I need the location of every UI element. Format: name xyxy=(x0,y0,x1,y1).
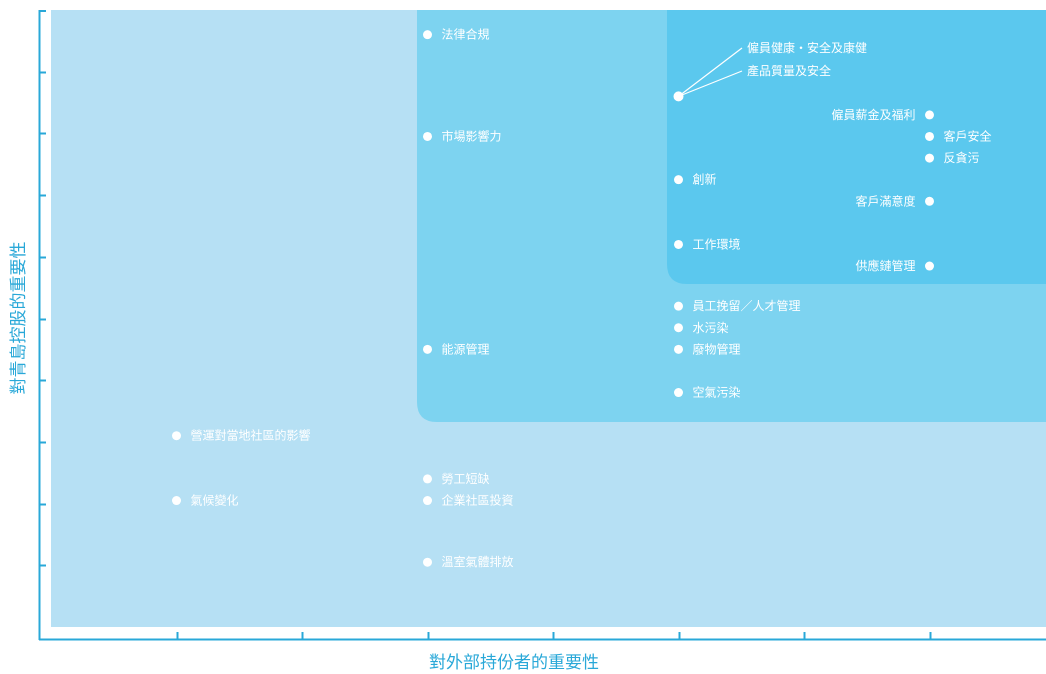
data-point-marker xyxy=(925,110,934,120)
data-point-marker xyxy=(423,131,432,141)
data-point-label: 僱員薪金及福利 xyxy=(831,107,915,122)
data-point-marker xyxy=(925,261,934,271)
y-axis-title: 對青島控股的重要性 xyxy=(9,242,29,395)
data-point-label: 供應鏈管理 xyxy=(855,258,915,273)
data-point-marker xyxy=(423,344,432,354)
data-point-label: 工作環境 xyxy=(693,236,741,251)
leader-line xyxy=(678,70,743,97)
data-point-label: 勞工短缺 xyxy=(442,471,490,486)
data-point-marker xyxy=(423,474,432,484)
data-point-marker xyxy=(674,344,683,354)
data-point-marker xyxy=(674,301,683,311)
data-point-marker xyxy=(673,91,684,102)
x-axis-title: 對外部持份者的重要性 xyxy=(429,653,599,673)
data-point-label: 氣候變化 xyxy=(191,493,239,508)
data-point-marker xyxy=(423,496,432,506)
data-point-marker xyxy=(172,496,181,506)
data-point-label: 法律合規 xyxy=(442,27,490,42)
data-point-marker xyxy=(674,323,683,333)
data-point-marker xyxy=(674,175,683,185)
data-point-label: 僱員健康・安全及康健 xyxy=(747,40,867,55)
data-point-marker xyxy=(925,153,934,163)
data-point-label: 企業社區投資 xyxy=(442,493,514,508)
data-point-label: 營運對當地社區的影響 xyxy=(191,428,311,443)
data-point-marker xyxy=(423,557,432,567)
zone-high-importance xyxy=(667,10,1046,284)
data-point-label: 員工挽留／人才管理 xyxy=(693,298,801,313)
data-point-marker xyxy=(674,239,683,249)
data-point-label: 市場影響力 xyxy=(442,128,502,143)
data-point-marker xyxy=(925,196,934,206)
data-point-label: 廢物管理 xyxy=(693,341,741,356)
data-point-label: 空氣污染 xyxy=(693,385,741,400)
data-point-label: 溫室氣體排放 xyxy=(442,554,514,569)
data-point-label: 水污染 xyxy=(693,320,729,335)
data-point-label: 創新 xyxy=(693,172,717,187)
data-point-label: 客戶滿意度 xyxy=(855,193,915,208)
data-point-label: 客戶安全 xyxy=(944,128,992,143)
data-point-label: 反貪污 xyxy=(944,150,980,165)
data-point-label: 能源管理 xyxy=(442,341,490,356)
data-point-label: 產品質量及安全 xyxy=(747,63,831,78)
data-point-marker xyxy=(674,388,683,398)
leader-line xyxy=(678,47,743,97)
data-point-marker xyxy=(925,131,934,141)
data-point-marker xyxy=(423,30,432,40)
data-point-marker xyxy=(172,431,181,441)
